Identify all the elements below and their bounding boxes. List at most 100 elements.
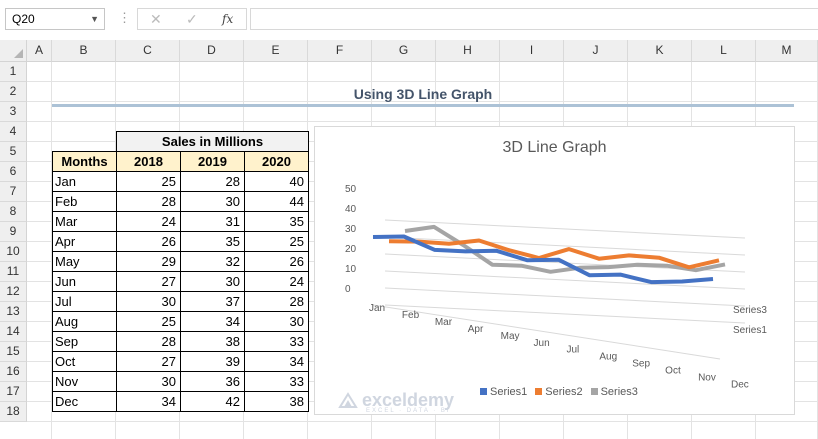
sales-value-cell[interactable]: 28 [116, 191, 181, 212]
column-header-a[interactable]: A [27, 40, 52, 62]
sales-value-cell[interactable]: 34 [116, 391, 181, 412]
sales-value-cell[interactable]: 30 [180, 191, 245, 212]
sales-value-cell[interactable]: 42 [180, 391, 245, 412]
sales-value-cell[interactable]: 28 [244, 291, 309, 312]
year-header-cell[interactable]: 2019 [180, 151, 245, 172]
month-cell[interactable]: Aug [52, 311, 117, 332]
row-header-8[interactable]: 8 [0, 202, 27, 222]
sales-value-cell[interactable]: 25 [116, 171, 181, 192]
row-header-1[interactable]: 1 [0, 62, 27, 82]
row-header-16[interactable]: 16 [0, 362, 27, 382]
sales-value-cell[interactable]: 24 [116, 211, 181, 232]
sales-value-cell[interactable]: 24 [244, 271, 309, 292]
sales-value-cell[interactable]: 32 [180, 251, 245, 272]
legend-item-series1[interactable]: Series1 [480, 386, 527, 398]
x-tick-label: Jun [534, 338, 550, 349]
insert-function-icon[interactable]: fx [222, 12, 234, 26]
sales-value-cell[interactable]: 26 [244, 251, 309, 272]
column-header-l[interactable]: L [692, 40, 756, 62]
sales-value-cell[interactable]: 34 [180, 311, 245, 332]
year-header-cell[interactable]: 2020 [244, 151, 309, 172]
sales-value-cell[interactable]: 31 [180, 211, 245, 232]
month-cell[interactable]: May [52, 251, 117, 272]
sales-value-cell[interactable]: 39 [180, 351, 245, 372]
column-header-h[interactable]: H [436, 40, 500, 62]
row-header-14[interactable]: 14 [0, 322, 27, 342]
sales-value-cell[interactable]: 30 [116, 371, 181, 392]
month-cell[interactable]: Apr [52, 231, 117, 252]
month-cell[interactable]: Oct [52, 351, 117, 372]
row-header-9[interactable]: 9 [0, 222, 27, 242]
sales-value-cell[interactable]: 30 [116, 291, 181, 312]
month-cell[interactable]: Jan [52, 171, 117, 192]
sheet-title: Using 3D Line Graph [353, 86, 493, 102]
y-tick-label: 0 [345, 284, 351, 295]
legend-item-series3[interactable]: Series3 [590, 386, 638, 398]
sales-value-cell[interactable]: 33 [244, 371, 309, 392]
sales-value-cell[interactable]: 44 [244, 191, 309, 212]
sales-value-cell[interactable]: 27 [116, 271, 181, 292]
line-chart[interactable]: 3D Line Graph 0 10 20 30 40 50 Jan Feb Mar Apr May… [314, 126, 795, 415]
sales-value-cell[interactable]: 36 [180, 371, 245, 392]
chevron-down-icon[interactable]: ▼ [90, 14, 99, 24]
sales-value-cell[interactable]: 30 [180, 271, 245, 292]
column-header-f[interactable]: F [308, 40, 372, 62]
sales-value-cell[interactable]: 25 [116, 311, 181, 332]
sales-value-cell[interactable]: 37 [180, 291, 245, 312]
column-header-e[interactable]: E [244, 40, 308, 62]
row-header-15[interactable]: 15 [0, 342, 27, 362]
legend-label: Series3 [600, 386, 638, 398]
row-header-6[interactable]: 6 [0, 162, 27, 182]
row-header-5[interactable]: 5 [0, 142, 27, 162]
cancel-icon[interactable]: ✕ [150, 11, 162, 27]
name-box[interactable]: Q20 ▼ [5, 8, 105, 30]
month-cell[interactable]: Feb [52, 191, 117, 212]
sales-value-cell[interactable]: 35 [180, 231, 245, 252]
sales-value-cell[interactable]: 29 [116, 251, 181, 272]
enter-icon[interactable]: ✓ [186, 11, 198, 27]
months-header-cell[interactable]: Months [52, 151, 117, 172]
month-cell[interactable]: Jun [52, 271, 117, 292]
row-header-11[interactable]: 11 [0, 262, 27, 282]
row-header-18[interactable]: 18 [0, 402, 27, 422]
sales-value-cell[interactable]: 30 [244, 311, 309, 332]
row-header-13[interactable]: 13 [0, 302, 27, 322]
month-cell[interactable]: Jul [52, 291, 117, 312]
sales-value-cell[interactable]: 28 [180, 171, 245, 192]
legend-item-series2[interactable]: Series2 [535, 386, 583, 398]
row-header-17[interactable]: 17 [0, 382, 27, 402]
column-header-g[interactable]: G [372, 40, 436, 62]
sales-value-cell[interactable]: 28 [116, 331, 181, 352]
row-header-2[interactable]: 2 [0, 82, 27, 102]
group-header-cell[interactable]: Sales in Millions [116, 131, 309, 152]
month-cell[interactable]: Nov [52, 371, 117, 392]
column-header-j[interactable]: J [564, 40, 628, 62]
row-header-4[interactable]: 4 [0, 122, 27, 142]
row-header-10[interactable]: 10 [0, 242, 27, 262]
month-cell[interactable]: Sep [52, 331, 117, 352]
column-header-i[interactable]: I [500, 40, 564, 62]
row-header-7[interactable]: 7 [0, 182, 27, 202]
month-cell[interactable]: Dec [52, 391, 117, 412]
formula-input[interactable] [250, 8, 818, 30]
sales-value-cell[interactable]: 38 [244, 391, 309, 412]
month-cell[interactable]: Mar [52, 211, 117, 232]
select-all-corner[interactable] [0, 40, 27, 62]
row-header-3[interactable]: 3 [0, 102, 27, 122]
column-header-d[interactable]: D [180, 40, 244, 62]
sales-value-cell[interactable]: 35 [244, 211, 309, 232]
sales-value-cell[interactable]: 33 [244, 331, 309, 352]
sales-value-cell[interactable]: 38 [180, 331, 245, 352]
column-header-c[interactable]: C [116, 40, 180, 62]
column-header-b[interactable]: B [52, 40, 116, 62]
sales-value-cell[interactable]: 34 [244, 351, 309, 372]
row-header-12[interactable]: 12 [0, 282, 27, 302]
column-header-m[interactable]: M [756, 40, 818, 62]
drag-handle-icon[interactable]: ⋮ [118, 10, 132, 25]
column-header-k[interactable]: K [628, 40, 692, 62]
sales-value-cell[interactable]: 27 [116, 351, 181, 372]
sales-value-cell[interactable]: 40 [244, 171, 309, 192]
sales-value-cell[interactable]: 25 [244, 231, 309, 252]
sales-value-cell[interactable]: 26 [116, 231, 181, 252]
year-header-cell[interactable]: 2018 [116, 151, 181, 172]
